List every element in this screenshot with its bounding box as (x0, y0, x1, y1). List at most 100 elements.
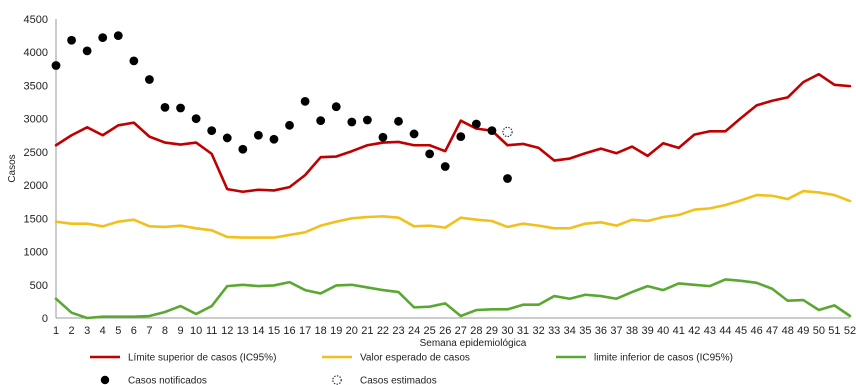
x-tick-label: 6 (131, 325, 137, 337)
x-tick-label: 47 (766, 325, 778, 337)
y-tick-label: 1500 (24, 213, 48, 225)
legend-swatch-3 (100, 375, 110, 385)
x-tick-label: 36 (595, 325, 607, 337)
x-tick-label: 22 (377, 325, 389, 337)
notified-point (425, 149, 435, 159)
x-tick-label: 25 (424, 325, 436, 337)
x-tick-label: 9 (177, 325, 183, 337)
x-tick-label: 39 (641, 325, 653, 337)
x-tick-label: 40 (657, 325, 669, 337)
notified-point (51, 61, 61, 70)
notified-point (82, 46, 92, 56)
x-tick-label: 43 (704, 325, 716, 337)
legend-label-0: Límite superior de casos (IC95%) (128, 353, 276, 364)
x-tick-label: 15 (268, 325, 280, 337)
x-tick-label: 8 (162, 325, 168, 337)
notified-point (456, 132, 466, 142)
y-tick-label: 2500 (24, 147, 48, 159)
y-tick-label: 4000 (24, 47, 48, 59)
x-tick-label: 20 (346, 325, 358, 337)
notified-point (378, 132, 388, 142)
y-tick-label: 500 (30, 280, 48, 292)
x-tick-label: 21 (361, 325, 373, 337)
notified-point (409, 129, 419, 139)
notified-point (98, 33, 108, 43)
notified-point (300, 96, 310, 106)
series-lines (54, 72, 852, 320)
x-tick-label: 41 (673, 325, 685, 337)
x-tick-label: 34 (564, 325, 576, 337)
x-tick-label: 44 (719, 325, 731, 337)
series-points (51, 31, 513, 183)
x-tick-label: 13 (237, 325, 249, 337)
notified-point (347, 117, 357, 127)
y-tick-label: 3000 (24, 114, 48, 126)
notified-point (222, 133, 232, 143)
x-tick-label: 14 (252, 325, 264, 337)
x-tick-label: 17 (299, 325, 311, 337)
estimated-point (502, 126, 513, 138)
x-tick-label: 32 (533, 325, 545, 337)
x-tick-label: 16 (283, 325, 295, 337)
notified-point (145, 75, 154, 84)
x-tick-label: 49 (797, 325, 809, 337)
notified-point (207, 126, 217, 136)
x-tick-label: 45 (735, 325, 747, 337)
x-axis-title: Semana epidemiológica (420, 338, 527, 349)
notified-point (176, 103, 185, 113)
y-tick-label: 3500 (24, 80, 48, 92)
x-tick-label: 30 (501, 325, 513, 337)
legend-label-2: limite inferior de casos (IC95%) (594, 353, 733, 364)
notified-point (503, 174, 512, 183)
legend-label-1: Valor esperado de casos (360, 353, 470, 364)
notified-point (238, 144, 248, 154)
x-tick-label: 3 (84, 325, 90, 337)
notified-point (160, 102, 170, 112)
x-tick-label: 19 (330, 325, 342, 337)
x-tick-label: 18 (315, 325, 327, 337)
x-tick-label: 24 (408, 325, 420, 337)
notified-point (362, 115, 372, 125)
notified-point (253, 130, 263, 140)
legend-swatch-4 (332, 375, 342, 385)
series-line-1 (54, 189, 852, 239)
series-line-0 (54, 72, 852, 194)
x-tick-label: 4 (100, 325, 106, 337)
x-tick-label: 2 (69, 325, 75, 337)
x-tick-label: 27 (455, 325, 467, 337)
x-tick-label: 35 (579, 325, 591, 337)
x-tick-label: 42 (688, 325, 700, 337)
y-tick-label: 4500 (24, 14, 48, 26)
x-tick-label: 51 (828, 325, 840, 337)
notified-point (440, 162, 450, 171)
notified-point (285, 120, 294, 130)
y-axis-title: Casos (7, 154, 18, 182)
notified-point (113, 31, 123, 41)
x-tick-label: 10 (190, 325, 202, 337)
x-tick-label: 7 (146, 325, 152, 337)
notified-point (394, 116, 403, 126)
x-tick-label: 11 (206, 325, 217, 337)
notified-point (191, 114, 201, 124)
x-tick-label: 31 (517, 325, 529, 337)
notified-point (67, 35, 76, 45)
y-tick-label: 2000 (24, 180, 48, 192)
x-tick-label: 12 (221, 325, 233, 337)
notified-point (471, 119, 481, 129)
notified-point (316, 116, 326, 126)
x-tick-label: 28 (470, 325, 482, 337)
x-tick-label: 38 (626, 325, 638, 337)
series-line-2 (54, 278, 852, 320)
legend: Límite superior de casos (IC95%) Valor es… (90, 353, 733, 385)
x-tick-label: 1 (53, 325, 59, 337)
x-tick-label: 50 (813, 325, 825, 337)
x-tick-label: 48 (782, 325, 794, 337)
legend-label-3: Casos notificados (128, 376, 207, 385)
legend-label-4: Casos estimados (360, 376, 437, 385)
x-tick-label: 52 (844, 325, 856, 337)
x-tick-label: 33 (548, 325, 560, 337)
x-tick-label: 23 (392, 325, 404, 337)
notified-point (331, 102, 341, 112)
